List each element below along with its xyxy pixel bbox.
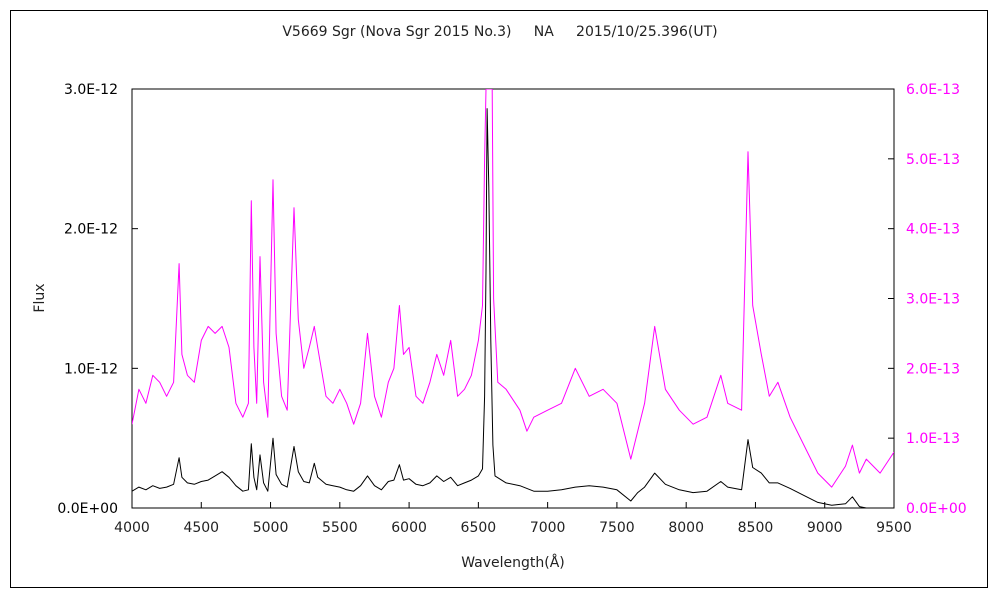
y-left-tick-label: 1.0E-12: [64, 361, 118, 377]
x-tick-label: 8500: [738, 520, 774, 536]
series-group: [132, 89, 894, 508]
chart-title: V5669 Sgr (Nova Sgr 2015 No.3) NA 2015/1…: [282, 24, 718, 40]
y-right-tick-label: 4.0E-13: [906, 222, 960, 238]
y-right-axis-ticks: 0.0E+00 1.0E-13 2.0E-13 3.0E-13 4.0E-13 5.0E-…: [888, 82, 967, 517]
y-right-tick-label: 2.0E-13: [906, 361, 960, 377]
x-tick-label: 4000: [114, 520, 150, 536]
x-tick-label: 5500: [322, 520, 358, 536]
x-tick-label: 5000: [253, 520, 289, 536]
chart-frame: [10, 10, 988, 588]
x-axis-label: Wavelength(Å): [461, 554, 565, 571]
plot-area: [131, 88, 895, 509]
x-axis-ticks: 4000 4500 5000 5500 6000 6500 7000 7500 8000 8500…: [114, 502, 912, 536]
y-left-tick-label: 2.0E-12: [64, 222, 118, 238]
x-tick-label: 9500: [876, 520, 912, 536]
x-tick-label: 7000: [530, 520, 566, 536]
y-left-tick-label: 0.0E+00: [57, 501, 118, 517]
magenta-spectrum-line: [132, 89, 894, 488]
y-left-tick-label: 3.0E-12: [64, 82, 118, 98]
x-tick-label: 6500: [461, 520, 497, 536]
y-right-tick-label: 6.0E-13: [906, 82, 960, 98]
y-right-tick-label: 5.0E-13: [906, 152, 960, 168]
y-right-tick-label: 0.0E+00: [906, 501, 967, 517]
x-tick-label: 6000: [391, 520, 427, 536]
x-tick-label: 7500: [599, 520, 635, 536]
x-tick-label: 9000: [807, 520, 843, 536]
y-right-tick-label: 3.0E-13: [906, 292, 960, 308]
y-axis-label: Flux: [32, 283, 48, 312]
black-spectrum-line: [132, 108, 867, 508]
x-tick-label: 4500: [183, 520, 219, 536]
y-right-tick-label: 1.0E-13: [906, 431, 960, 447]
x-tick-label: 8000: [668, 520, 704, 536]
y-left-axis-ticks: 0.0E+00 1.0E-12 2.0E-12 3.0E-12: [57, 82, 138, 517]
